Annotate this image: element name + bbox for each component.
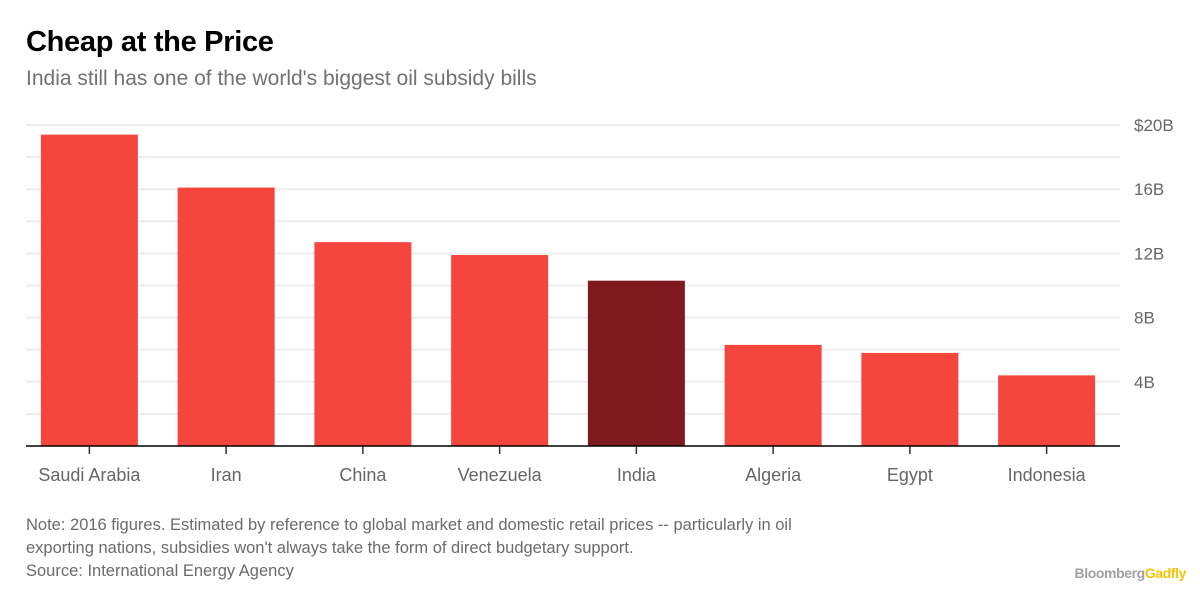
bar-venezuela	[451, 255, 549, 446]
x-tick-label: India	[617, 465, 657, 485]
y-tick-label: 16B	[1134, 180, 1164, 199]
brand-logo: BloombergGadfly	[1074, 565, 1187, 581]
bar-indonesia	[998, 375, 1096, 446]
note-line-2: exporting nations, subsidies won't alway…	[26, 539, 634, 557]
bar-india	[587, 280, 685, 446]
y-tick-label: $20B	[1134, 116, 1174, 135]
x-tick-label: Iran	[211, 465, 242, 485]
brand-bloomberg: Bloomberg	[1074, 565, 1146, 581]
chart-title: Cheap at the Price	[26, 26, 274, 58]
x-tick-label: Indonesia	[1008, 465, 1087, 485]
chart-footnote: Note: 2016 figures. Estimated by referen…	[26, 514, 1026, 583]
bar-algeria	[724, 344, 822, 446]
y-tick-label: 4B	[1134, 373, 1155, 392]
brand-gadfly: Gadfly	[1144, 565, 1187, 581]
x-tick-label: China	[339, 465, 387, 485]
bar-saudi-arabia	[40, 134, 138, 446]
bars	[40, 134, 1096, 446]
bar-egypt	[861, 352, 959, 446]
x-tick-label: Algeria	[745, 465, 802, 485]
x-axis	[26, 445, 1120, 454]
bar-iran	[177, 187, 275, 446]
source-line: Source: International Energy Agency	[26, 562, 294, 580]
x-tick-label: Saudi Arabia	[38, 465, 141, 485]
chart-subtitle: India still has one of the world's bigge…	[26, 67, 537, 90]
y-tick-label: 12B	[1134, 244, 1164, 263]
x-tick-label: Egypt	[887, 465, 933, 485]
x-tick-label: Venezuela	[458, 465, 543, 485]
y-tick-label: 8B	[1134, 309, 1155, 328]
x-axis-labels: Saudi Arabia Iran China Venezuela India Alger…	[38, 465, 1086, 485]
y-axis: 4B 8B 12B 16B $20B	[1134, 116, 1174, 392]
bar-china	[314, 242, 412, 446]
note-line-1: Note: 2016 figures. Estimated by referen…	[26, 516, 792, 534]
